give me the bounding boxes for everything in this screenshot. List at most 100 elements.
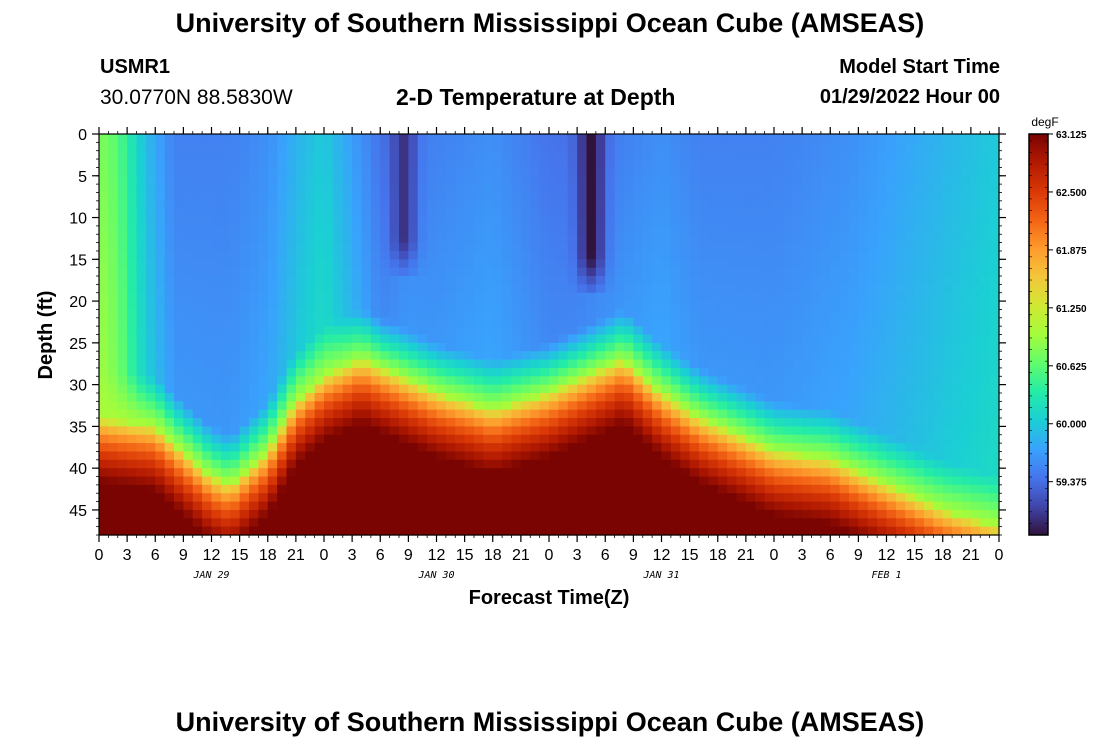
heatmap-cell — [774, 384, 784, 394]
heatmap-cell — [914, 284, 925, 294]
heatmap-cell — [886, 384, 897, 394]
heatmap-cell — [614, 526, 625, 536]
heatmap-cell — [558, 451, 569, 461]
heatmap-cell — [436, 309, 447, 319]
heatmap-cell — [389, 234, 400, 244]
heatmap-cell — [858, 184, 869, 194]
heatmap-cell — [286, 376, 297, 386]
heatmap-cell — [792, 376, 803, 386]
heatmap-cell — [952, 150, 963, 160]
heatmap-cell — [220, 476, 231, 486]
heatmap-cell — [952, 250, 963, 260]
heatmap-cell — [117, 434, 128, 444]
heatmap-cell — [314, 134, 325, 143]
heatmap-cell — [924, 518, 934, 528]
heatmap-cell — [445, 476, 456, 486]
heatmap-cell — [408, 434, 419, 444]
heatmap-cell — [286, 184, 297, 194]
heatmap-cell — [511, 284, 522, 294]
heatmap-cell — [174, 418, 184, 427]
heatmap-cell — [970, 276, 981, 285]
heatmap-cell — [258, 200, 269, 210]
heatmap-cell — [924, 501, 934, 511]
heatmap-cell — [914, 292, 925, 302]
heatmap-cell — [220, 317, 231, 327]
heatmap-cell — [436, 276, 447, 285]
heatmap-cell — [670, 326, 681, 336]
heatmap-cell — [895, 426, 906, 436]
heatmap-cell — [980, 142, 991, 152]
heatmap-cell — [717, 426, 728, 436]
heatmap-cell — [333, 267, 344, 277]
heatmap-cell — [633, 459, 644, 469]
heatmap-cell — [989, 451, 1000, 461]
heatmap-cell — [314, 501, 325, 511]
heatmap-cell — [595, 242, 606, 252]
heatmap-cell — [980, 167, 991, 177]
heatmap-cell — [145, 326, 156, 336]
heatmap-cell — [324, 142, 334, 152]
heatmap-cell — [942, 184, 953, 194]
heatmap-cell — [624, 476, 634, 486]
heatmap-cell — [708, 351, 719, 361]
heatmap-cell — [520, 376, 531, 386]
heatmap-cell — [905, 376, 916, 386]
heatmap-cell — [164, 309, 175, 319]
heatmap-cell — [642, 351, 653, 361]
heatmap-cell — [511, 167, 522, 177]
heatmap-cell — [858, 175, 869, 185]
heatmap-cell — [774, 267, 784, 277]
heatmap-cell — [408, 142, 419, 152]
heatmap-cell — [642, 359, 653, 369]
heatmap-cell — [539, 409, 550, 419]
heatmap-cell — [783, 434, 794, 444]
heatmap-cell — [558, 225, 569, 235]
heatmap-cell — [417, 250, 428, 260]
heatmap-cell — [352, 184, 363, 194]
heatmap-cell — [905, 200, 916, 210]
heatmap-cell — [220, 292, 231, 302]
heatmap-cell — [830, 476, 841, 486]
heatmap-cell — [370, 250, 381, 260]
heatmap-cell — [483, 468, 494, 478]
heatmap-cell — [736, 242, 747, 252]
heatmap-cell — [558, 484, 569, 494]
heatmap-cell — [774, 259, 784, 269]
heatmap-cell — [699, 484, 709, 494]
heatmap-cell — [202, 192, 213, 202]
heatmap-cell — [455, 484, 466, 494]
heatmap-cell — [286, 200, 297, 210]
heatmap-cell — [511, 426, 522, 436]
heatmap-cell — [286, 284, 297, 294]
heatmap-cell — [764, 518, 775, 528]
heatmap-cell — [858, 317, 869, 327]
heatmap-cell — [502, 434, 513, 444]
heatmap-cell — [661, 418, 672, 427]
heatmap-cell — [755, 301, 766, 311]
heatmap-cell — [417, 225, 428, 235]
heatmap-cell — [277, 250, 288, 260]
heatmap-cell — [277, 401, 288, 411]
heatmap-cell — [802, 292, 813, 302]
heatmap-cell — [699, 367, 709, 377]
heatmap-cell — [202, 309, 213, 319]
heatmap-cell — [670, 418, 681, 427]
heatmap-cell — [436, 134, 447, 143]
heatmap-cell — [380, 301, 391, 311]
heatmap-cell — [820, 459, 831, 469]
heatmap-cell — [211, 509, 222, 519]
heatmap-cell — [295, 326, 306, 336]
heatmap-cell — [155, 234, 166, 244]
heatmap-cell — [642, 150, 653, 160]
heatmap-cell — [745, 134, 756, 143]
heatmap-cell — [492, 334, 503, 344]
heatmap-cell — [220, 150, 231, 160]
heatmap-cell — [436, 359, 447, 369]
heatmap-cell — [455, 192, 466, 202]
heatmap-cell — [249, 159, 259, 169]
heatmap-cell — [699, 401, 709, 411]
heatmap-cell — [295, 276, 306, 285]
heatmap-cell — [370, 142, 381, 152]
heatmap-cell — [155, 376, 166, 386]
heatmap-cell — [577, 493, 588, 503]
